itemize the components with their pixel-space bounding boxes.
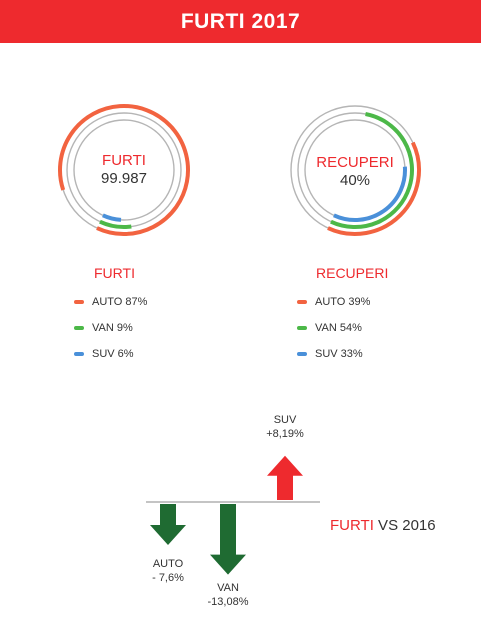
furti-center-value: 99.987 [101,170,147,187]
header-bar: FURTI 2017 [0,0,481,43]
furti-center-title: FURTI [102,152,146,169]
recuperi-center-label: RECUPERI 40% [295,154,415,190]
legend-swatch-van [297,326,307,330]
ring-arc-suv [333,166,407,222]
legend-item-auto: AUTO 87% [74,289,147,315]
furti-ring-chart [58,104,190,236]
comparison-title-highlight: FURTI [330,517,374,534]
page-title: FURTI 2017 [180,9,301,33]
arrow-name-suv: SUV [273,414,297,426]
furti-center-label: FURTI 99.987 [64,152,184,188]
arrow-van-down-icon [210,504,246,575]
ring-arc-suv [102,213,122,222]
legend-swatch-auto [74,300,84,304]
recuperi-legend: AUTO 39% VAN 54% SUV 33% [297,289,370,367]
arrow-suv-up-icon [267,455,303,500]
legend-item-van: VAN 9% [74,315,147,341]
arrow-value-auto: - 7,6% [152,572,184,584]
arrow-label-van: VAN -13,08% [183,581,273,609]
ring-arc-van [99,219,132,229]
legend-item-suv: SUV 33% [297,341,370,367]
legend-label-suv: SUV 33% [315,348,363,360]
legend-label-suv: SUV 6% [92,348,134,360]
furti-legend: AUTO 87% VAN 9% SUV 6% [74,289,147,367]
legend-item-auto: AUTO 39% [297,289,370,315]
legend-swatch-suv [74,352,84,356]
arrow-auto-down-icon [150,504,186,546]
recuperi-center-title: RECUPERI [316,154,394,171]
legend-label-auto: AUTO 39% [315,296,371,308]
legend-swatch-auto [297,300,307,304]
arrow-label-suv: SUV +8,19% [240,413,330,441]
arrow-label-auto: AUTO - 7,6% [123,557,213,585]
arrow-name-auto: AUTO [152,558,184,570]
ring-track-suv [73,119,175,221]
ring-arc-auto [327,141,421,236]
recuperi-ring-chart [290,105,421,236]
legend-item-van: VAN 54% [297,315,370,341]
ring-arc-auto [58,104,190,236]
legend-label-van: VAN 54% [315,322,362,334]
legend-item-suv: SUV 6% [74,341,147,367]
legend-swatch-suv [297,352,307,356]
recuperi-center-value: 40% [339,172,371,189]
comparison-title: FURTI VS 2016 [330,517,436,534]
arrow-value-suv: +8,19% [266,428,304,440]
legend-label-van: VAN 9% [92,322,133,334]
furti-section-title: FURTI [94,265,135,281]
comparison-title-rest: VS 2016 [373,517,436,534]
ring-arc-van [330,112,414,229]
arrow-value-van: -13,08% [207,596,249,608]
arrow-name-van: VAN [217,582,239,594]
legend-swatch-van [74,326,84,330]
legend-label-auto: AUTO 87% [92,296,148,308]
recuperi-section-title: RECUPERI [316,265,389,281]
